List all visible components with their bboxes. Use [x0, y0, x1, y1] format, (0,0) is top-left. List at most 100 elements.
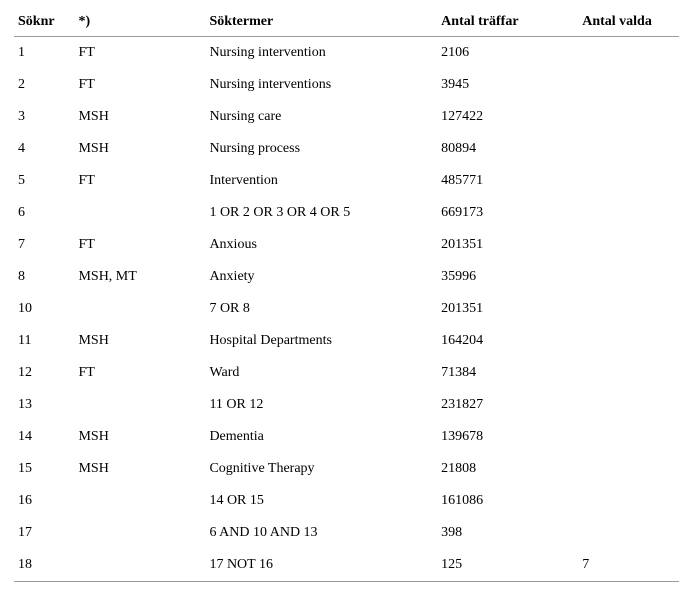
- cell-star: [74, 197, 205, 229]
- cell-soknr: 15: [14, 453, 74, 485]
- cell-traff: 164204: [437, 325, 578, 357]
- cell-valda: [578, 229, 679, 261]
- cell-traff: 161086: [437, 485, 578, 517]
- cell-traff: 35996: [437, 261, 578, 293]
- table-row: 16 14 OR 15 161086: [14, 485, 679, 517]
- cell-valda: [578, 485, 679, 517]
- cell-star: MSH: [74, 453, 205, 485]
- cell-traff: 80894: [437, 133, 578, 165]
- cell-sok: Nursing care: [205, 101, 437, 133]
- cell-soknr: 13: [14, 389, 74, 421]
- cell-sok: Ward: [205, 357, 437, 389]
- cell-soknr: 14: [14, 421, 74, 453]
- table-header: Söknr *) Söktermer Antal träffar Antal v…: [14, 8, 679, 37]
- col-sok: Söktermer: [205, 8, 437, 37]
- cell-traff: 485771: [437, 165, 578, 197]
- cell-sok: 17 NOT 16: [205, 549, 437, 582]
- cell-sok: 11 OR 12: [205, 389, 437, 421]
- cell-soknr: 1: [14, 37, 74, 70]
- cell-valda: [578, 421, 679, 453]
- cell-valda: [578, 325, 679, 357]
- cell-traff: 139678: [437, 421, 578, 453]
- cell-sok: Cognitive Therapy: [205, 453, 437, 485]
- table-row: 18 17 NOT 16 125 7: [14, 549, 679, 582]
- cell-sok: Intervention: [205, 165, 437, 197]
- cell-soknr: 12: [14, 357, 74, 389]
- table-row: 14 MSH Dementia 139678: [14, 421, 679, 453]
- table-body: 1 FT Nursing intervention 2106 2 FT Nurs…: [14, 37, 679, 582]
- cell-valda: [578, 101, 679, 133]
- cell-traff: 127422: [437, 101, 578, 133]
- cell-star: FT: [74, 37, 205, 70]
- cell-soknr: 16: [14, 485, 74, 517]
- cell-sok: Anxiety: [205, 261, 437, 293]
- table-row: 6 1 OR 2 OR 3 OR 4 OR 5 669173: [14, 197, 679, 229]
- cell-soknr: 7: [14, 229, 74, 261]
- cell-star: [74, 293, 205, 325]
- cell-traff: 3945: [437, 69, 578, 101]
- cell-valda: [578, 69, 679, 101]
- cell-valda: [578, 261, 679, 293]
- cell-traff: 2106: [437, 37, 578, 70]
- table-row: 8 MSH, MT Anxiety 35996: [14, 261, 679, 293]
- cell-star: MSH: [74, 101, 205, 133]
- cell-valda: [578, 389, 679, 421]
- cell-valda: [578, 517, 679, 549]
- cell-valda: [578, 133, 679, 165]
- table-row: 7 FT Anxious 201351: [14, 229, 679, 261]
- cell-valda: 7: [578, 549, 679, 582]
- cell-star: [74, 517, 205, 549]
- cell-soknr: 17: [14, 517, 74, 549]
- col-traff: Antal träffar: [437, 8, 578, 37]
- table-row: 4 MSH Nursing process 80894: [14, 133, 679, 165]
- cell-valda: [578, 357, 679, 389]
- cell-traff: 201351: [437, 229, 578, 261]
- cell-star: FT: [74, 357, 205, 389]
- cell-traff: 201351: [437, 293, 578, 325]
- cell-traff: 125: [437, 549, 578, 582]
- cell-traff: 398: [437, 517, 578, 549]
- table-row: 5 FT Intervention 485771: [14, 165, 679, 197]
- cell-sok: Dementia: [205, 421, 437, 453]
- table-row: 10 7 OR 8 201351: [14, 293, 679, 325]
- cell-soknr: 3: [14, 101, 74, 133]
- cell-star: [74, 485, 205, 517]
- cell-soknr: 2: [14, 69, 74, 101]
- table-row: 1 FT Nursing intervention 2106: [14, 37, 679, 70]
- cell-star: MSH: [74, 421, 205, 453]
- cell-sok: 6 AND 10 AND 13: [205, 517, 437, 549]
- cell-star: [74, 389, 205, 421]
- cell-valda: [578, 37, 679, 70]
- table-row: 3 MSH Nursing care 127422: [14, 101, 679, 133]
- cell-sok: Hospital Departments: [205, 325, 437, 357]
- cell-sok: 7 OR 8: [205, 293, 437, 325]
- table-row: 12 FT Ward 71384: [14, 357, 679, 389]
- cell-soknr: 18: [14, 549, 74, 582]
- cell-star: MSH: [74, 133, 205, 165]
- table-row: 2 FT Nursing interventions 3945: [14, 69, 679, 101]
- cell-soknr: 8: [14, 261, 74, 293]
- cell-sok: Nursing process: [205, 133, 437, 165]
- table-row: 15 MSH Cognitive Therapy 21808: [14, 453, 679, 485]
- col-star: *): [74, 8, 205, 37]
- search-table: Söknr *) Söktermer Antal träffar Antal v…: [14, 8, 679, 582]
- cell-sok: Nursing interventions: [205, 69, 437, 101]
- table-row: 11 MSH Hospital Departments 164204: [14, 325, 679, 357]
- cell-star: MSH: [74, 325, 205, 357]
- cell-sok: Nursing intervention: [205, 37, 437, 70]
- cell-traff: 71384: [437, 357, 578, 389]
- cell-valda: [578, 293, 679, 325]
- cell-soknr: 11: [14, 325, 74, 357]
- cell-star: FT: [74, 229, 205, 261]
- cell-soknr: 6: [14, 197, 74, 229]
- cell-sok: 14 OR 15: [205, 485, 437, 517]
- table-row: 13 11 OR 12 231827: [14, 389, 679, 421]
- cell-traff: 21808: [437, 453, 578, 485]
- cell-valda: [578, 453, 679, 485]
- table-row: 17 6 AND 10 AND 13 398: [14, 517, 679, 549]
- cell-valda: [578, 165, 679, 197]
- cell-soknr: 5: [14, 165, 74, 197]
- cell-traff: 231827: [437, 389, 578, 421]
- cell-traff: 669173: [437, 197, 578, 229]
- cell-sok: Anxious: [205, 229, 437, 261]
